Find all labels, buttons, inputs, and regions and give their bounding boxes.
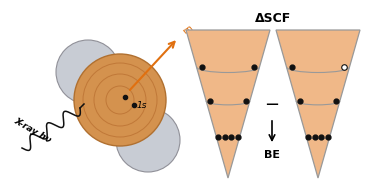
Text: E: E bbox=[180, 25, 191, 36]
Polygon shape bbox=[276, 30, 360, 178]
Text: ΔSCF: ΔSCF bbox=[255, 12, 291, 25]
Circle shape bbox=[74, 54, 166, 146]
Text: 1s: 1s bbox=[137, 101, 147, 109]
Text: BE: BE bbox=[264, 150, 280, 160]
Circle shape bbox=[56, 40, 120, 104]
Text: −: − bbox=[265, 96, 280, 114]
Circle shape bbox=[116, 108, 180, 172]
Text: kin: kin bbox=[187, 30, 199, 42]
Text: X-ray hν: X-ray hν bbox=[12, 116, 52, 144]
Polygon shape bbox=[186, 30, 270, 178]
